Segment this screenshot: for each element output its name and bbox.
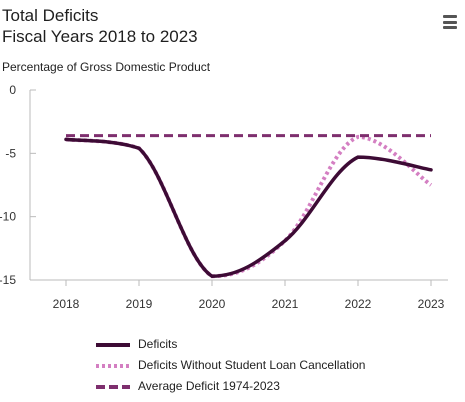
- y-tick-label: -15: [0, 273, 16, 287]
- line-chart: 0 -5 -10 -15 2018 2019 2020 2021 2022 2023: [0, 83, 448, 311]
- legend-label: Deficits Without Student Loan Cancellati…: [138, 357, 366, 372]
- x-tick-label: 2021: [272, 297, 299, 311]
- x-tick-label: 2019: [126, 297, 153, 311]
- series-line-deficits: [64, 137, 433, 278]
- y-tick-label: -5: [5, 146, 16, 160]
- legend-swatch: [96, 363, 130, 368]
- legend-item-average-deficit[interactable]: Average Deficit 1974-2023: [96, 375, 365, 396]
- legend-swatch: [96, 342, 130, 347]
- legend-item-deficits[interactable]: Deficits: [96, 333, 365, 354]
- x-tick-label: 2023: [418, 297, 445, 311]
- chart-title: Total Deficits Fiscal Years 2018 to 2023: [2, 5, 198, 47]
- x-tick-label: 2018: [53, 297, 80, 311]
- legend-item-without-cancellation[interactable]: Deficits Without Student Loan Cancellati…: [96, 354, 365, 375]
- y-tick-label: -10: [0, 210, 16, 224]
- y-tick-label: 0: [9, 83, 16, 97]
- x-tick-label: 2020: [199, 297, 226, 311]
- y-axis-label: Percentage of Gross Domestic Product: [2, 60, 211, 74]
- hamburger-menu-icon[interactable]: [443, 15, 457, 29]
- legend-label: Average Deficit 1974-2023: [138, 378, 280, 393]
- legend: Deficits Deficits Without Student Loan Ca…: [96, 333, 365, 396]
- legend-swatch: [96, 384, 130, 389]
- legend-label: Deficits: [138, 336, 178, 351]
- chart-title-line-1: Total Deficits: [2, 6, 99, 25]
- chart-title-line-2: Fiscal Years 2018 to 2023: [2, 27, 198, 46]
- x-tick-label: 2022: [345, 297, 372, 311]
